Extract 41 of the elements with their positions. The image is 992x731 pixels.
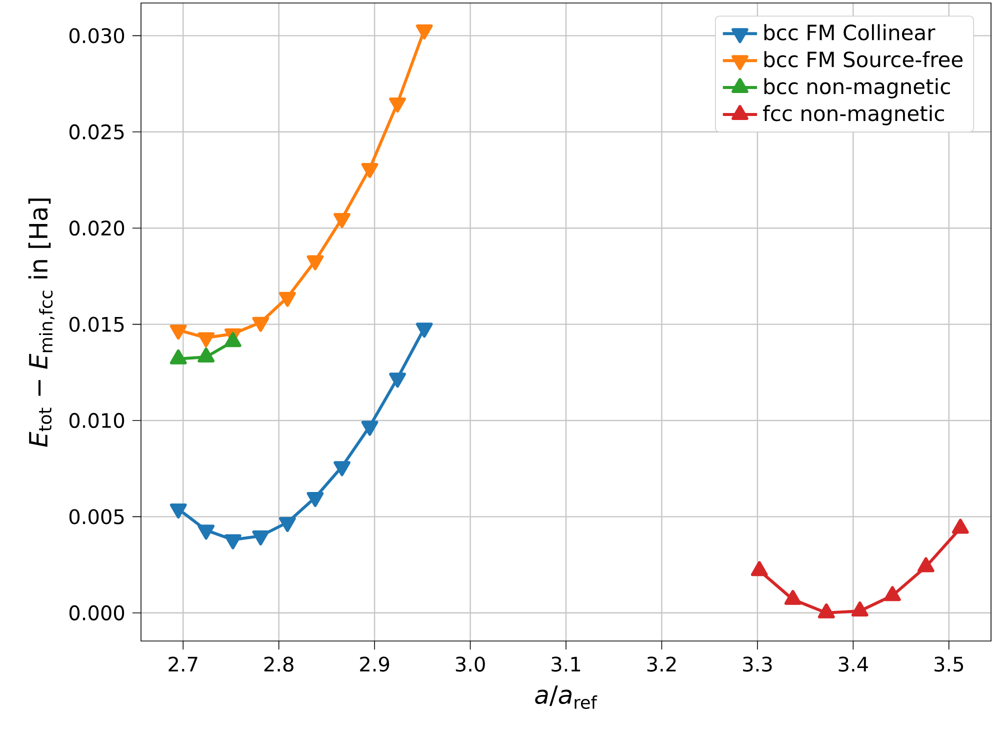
x-tick-label: 2.8 — [264, 656, 294, 672]
point — [252, 530, 270, 546]
x-tick-label: 2.9 — [360, 656, 390, 672]
point — [279, 516, 296, 532]
point — [198, 524, 215, 540]
point — [361, 162, 378, 178]
legend-label: bcc FM Collinear — [764, 24, 936, 40]
point — [334, 212, 350, 228]
x-tick-label: 3.2 — [647, 656, 676, 672]
y-axis-title: E$_{tot}$ − E$_{min,fcc}$ in [Ha] — [28, 198, 54, 447]
point — [361, 420, 378, 436]
y-tick-label: 0.020 — [69, 220, 124, 236]
x-tick-label: 3.5 — [934, 656, 964, 672]
point — [334, 461, 350, 476]
point — [198, 332, 215, 348]
point — [170, 324, 187, 340]
point — [389, 98, 406, 113]
x-tick-label: 2.7 — [168, 656, 198, 672]
x-tick-label: 3.0 — [456, 656, 485, 672]
y-tick-label: 0.010 — [69, 412, 124, 428]
legend-label: bcc non-magnetic — [764, 78, 950, 98]
x-axis-title: a/a$_{ref}$ — [535, 685, 598, 709]
y-tick-label: 0.015 — [69, 316, 124, 332]
x-tick-label: 3.1 — [552, 656, 580, 672]
point — [252, 316, 270, 332]
y-tick-label: 0.005 — [69, 509, 124, 524]
y-tick-label: 0.030 — [69, 28, 124, 44]
point — [389, 372, 406, 388]
point — [279, 292, 296, 307]
x-tick-label: 3.4 — [838, 656, 868, 672]
point — [224, 534, 242, 550]
y-tick-label: 0.000 — [69, 605, 124, 620]
y-tick-label: 0.025 — [69, 124, 124, 140]
x-tick-label: 3.3 — [743, 656, 772, 672]
legend-label: fcc non-magnetic — [763, 105, 944, 126]
point — [306, 492, 324, 507]
point — [170, 504, 187, 518]
point — [416, 24, 433, 40]
point — [416, 322, 433, 338]
legend-label: bcc FM Source-free — [764, 51, 962, 68]
point — [306, 255, 324, 270]
